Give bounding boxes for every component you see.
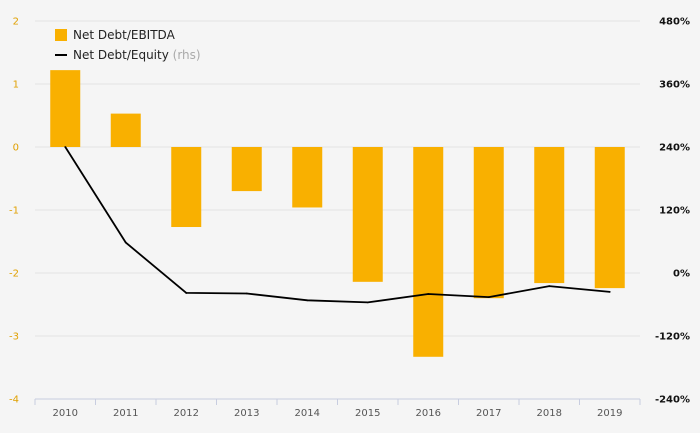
- x-tick-label: 2014: [295, 408, 320, 419]
- y-right-tick-label: -120%: [655, 332, 690, 343]
- legend-label-net-debt-equity-name: Net Debt/Equity: [73, 48, 169, 62]
- bar-2017: [473, 147, 504, 299]
- line-point-2019: [608, 291, 611, 293]
- bar-2019: [594, 147, 625, 289]
- line-series-net-debt-equity: [64, 146, 611, 304]
- line-point-2012: [185, 292, 188, 294]
- x-tick-label: 2016: [416, 408, 441, 419]
- line-point-2013: [245, 292, 248, 295]
- x-tick-label: 2017: [476, 408, 501, 419]
- bar-series-net-debt-ebitda: [50, 70, 625, 357]
- line-point-2016: [427, 293, 430, 295]
- y-left-tick-label: -2: [9, 269, 19, 280]
- legend-swatch-net-debt-ebitda: [55, 29, 67, 41]
- legend: Net Debt/EBITDA Net Debt/Equity (rhs): [55, 28, 201, 62]
- y-right-tick-label: 120%: [659, 206, 690, 217]
- bar-2011: [110, 113, 141, 147]
- y-left-tick-label: -4: [9, 395, 19, 406]
- line-point-2015: [366, 301, 369, 304]
- x-tick-label: 2013: [234, 408, 259, 419]
- y-left-tick-label: -3: [9, 332, 19, 343]
- y-right-tick-label: -240%: [655, 395, 690, 406]
- bar-2013: [231, 147, 262, 192]
- x-tick-label: 2019: [597, 408, 622, 419]
- x-tick-label: 2010: [53, 408, 78, 419]
- y-axis-right: 480% 360% 240% 120% 0% -120% -240%: [655, 17, 690, 406]
- y-right-tick-label: 480%: [659, 17, 690, 28]
- line-point-2018: [548, 285, 551, 288]
- y-left-tick-label: 1: [13, 80, 19, 91]
- y-axis-left: 2 1 0 -1 -2 -3 -4: [9, 17, 19, 406]
- x-tick-label: 2011: [113, 408, 138, 419]
- x-tick-label: 2018: [537, 408, 562, 419]
- line-point-2014: [306, 299, 309, 302]
- net-debt-equity-line: [64, 146, 610, 304]
- legend-label-net-debt-equity: Net Debt/Equity (rhs): [73, 48, 201, 62]
- bar-2014: [292, 147, 323, 208]
- y-right-tick-label: 0%: [673, 269, 690, 280]
- x-axis: 2010 2011 2012 2013 2014 2015 2016 2017 2018 2019: [34, 398, 641, 419]
- y-right-tick-label: 360%: [659, 80, 690, 91]
- bar-2016: [413, 147, 444, 357]
- y-left-tick-label: 2: [13, 17, 19, 28]
- y-left-tick-label: 0: [13, 143, 19, 154]
- bar-2012: [171, 147, 202, 228]
- y-right-tick-label: 240%: [659, 143, 690, 154]
- bar-2015: [352, 147, 383, 282]
- legend-label-rhs-note: (rhs): [173, 48, 201, 62]
- line-point-2010: [64, 146, 67, 148]
- x-tick-label: 2015: [355, 408, 380, 419]
- bar-2010: [50, 70, 81, 147]
- line-point-2017: [487, 296, 490, 299]
- legend-label-net-debt-ebitda: Net Debt/EBITDA: [73, 28, 176, 42]
- x-tick-label: 2012: [174, 408, 199, 419]
- y-left-tick-label: -1: [9, 206, 19, 217]
- line-point-2011: [124, 241, 127, 244]
- bar-2018: [534, 147, 565, 284]
